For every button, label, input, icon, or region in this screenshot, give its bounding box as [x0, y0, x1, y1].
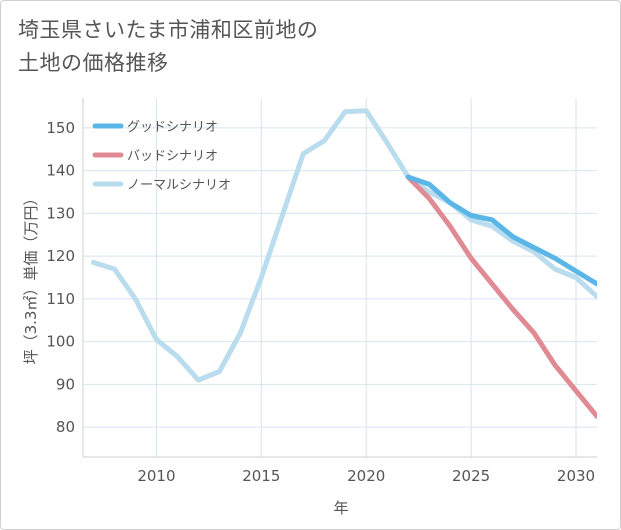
y-tick-label-140: 140: [46, 162, 75, 180]
legend-label-3: ノーマルシナリオ: [127, 178, 231, 193]
x-axis-label: 年: [333, 499, 348, 517]
x-tick-label-2020: 2020: [347, 467, 385, 485]
y-tick-label-110: 110: [46, 290, 75, 308]
x-tick-label-2015: 2015: [242, 467, 280, 485]
series-line-2: [405, 174, 597, 419]
y-axis-label: 坪（3.3㎡）単価（万円）: [22, 191, 40, 365]
x-tick-label-2030: 2030: [557, 467, 595, 485]
legend-label-2: バッドシナリオ: [127, 149, 218, 164]
legend-label-1: グッドシナリオ: [127, 120, 218, 135]
chart-title: 埼玉県さいたま市浦和区前地の 土地の価格推移: [18, 14, 318, 80]
y-tick-label-150: 150: [46, 119, 75, 137]
y-tick-label-80: 80: [56, 418, 75, 436]
series-line-1: [405, 174, 597, 287]
x-tick-label-2010: 2010: [137, 467, 175, 485]
chart-title-line-1: 埼玉県さいたま市浦和区前地の: [18, 18, 319, 42]
y-tick-label-130: 130: [46, 204, 75, 222]
y-tick-label-90: 90: [56, 375, 75, 393]
series-line-3: [91, 108, 597, 383]
y-tick-label-120: 120: [46, 247, 75, 265]
x-tick-label-2025: 2025: [452, 467, 490, 485]
chart-title-line-2: 土地の価格推移: [18, 51, 169, 75]
plot-area: [83, 98, 597, 457]
y-tick-label-100: 100: [46, 333, 75, 351]
